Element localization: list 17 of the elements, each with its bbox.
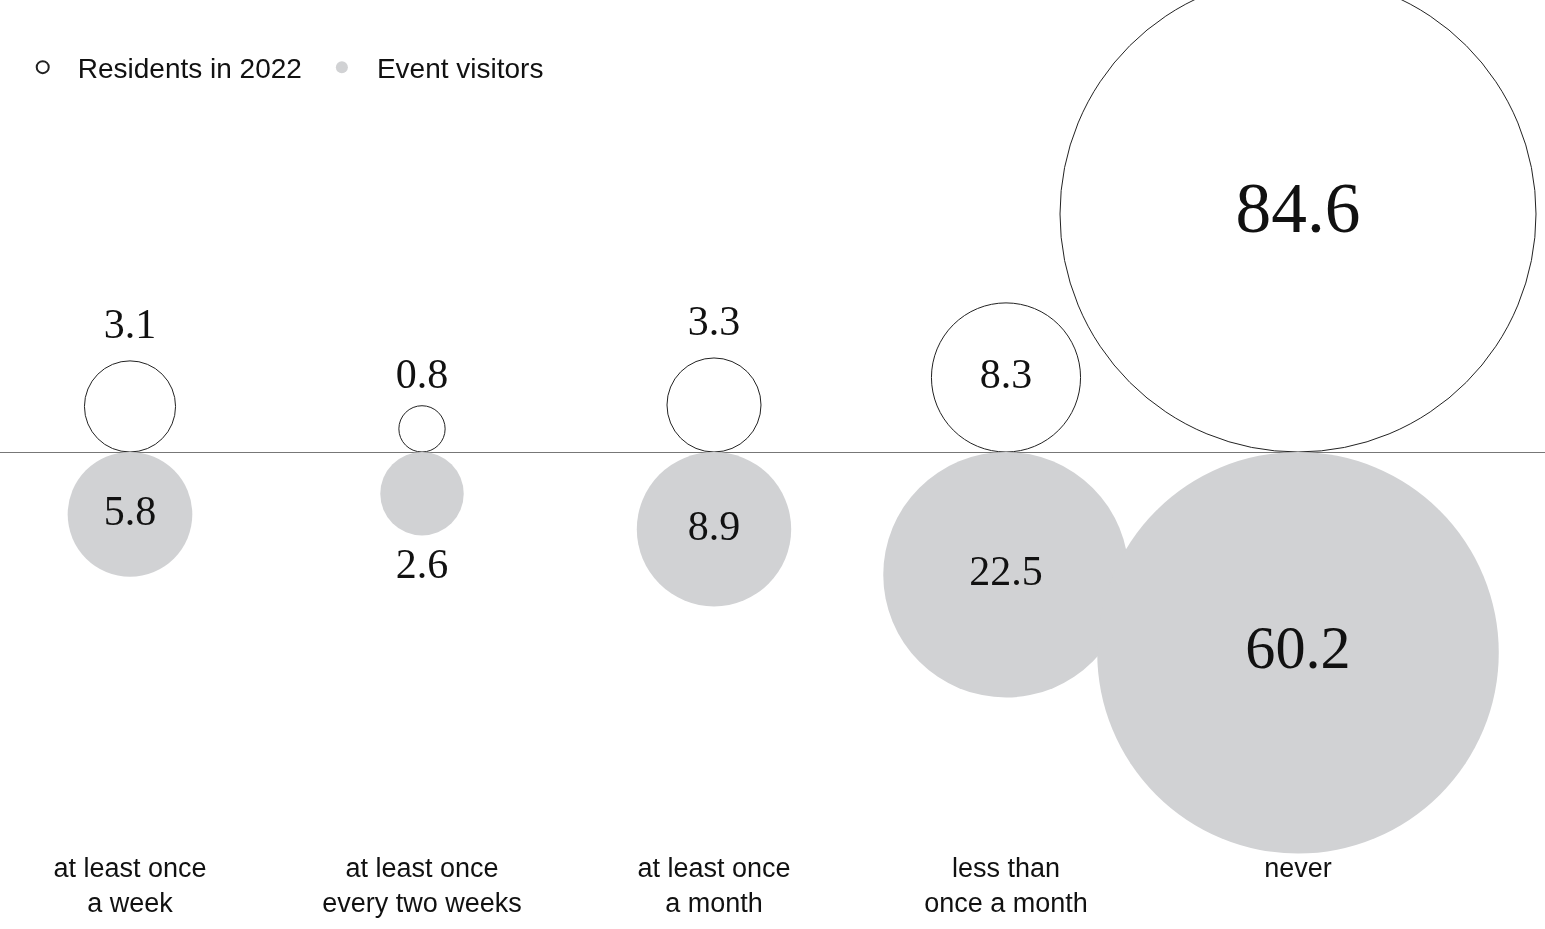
- data-label: 3.1: [103, 300, 157, 347]
- data-label: 2.6: [395, 541, 449, 588]
- category-label: at least once a month: [637, 853, 791, 919]
- legend-label: Residents in 2022: [77, 53, 302, 85]
- data-label: 3.3: [687, 297, 741, 344]
- legend-label: Event visitors: [376, 53, 544, 85]
- data-label: 60.2: [1245, 613, 1351, 681]
- category-label: at least once every two weeks: [322, 853, 522, 919]
- category-label: never: [1264, 853, 1332, 883]
- data-label: 5.8: [103, 487, 157, 534]
- category-label: at least once a week: [53, 853, 207, 919]
- data-label: 84.6: [1235, 167, 1361, 247]
- category-label: less than once a month: [924, 853, 1088, 919]
- data-label: 0.8: [395, 351, 449, 398]
- data-label: 8.3: [979, 350, 1033, 397]
- data-label: 22.5: [969, 548, 1043, 595]
- data-label: 8.9: [687, 502, 741, 549]
